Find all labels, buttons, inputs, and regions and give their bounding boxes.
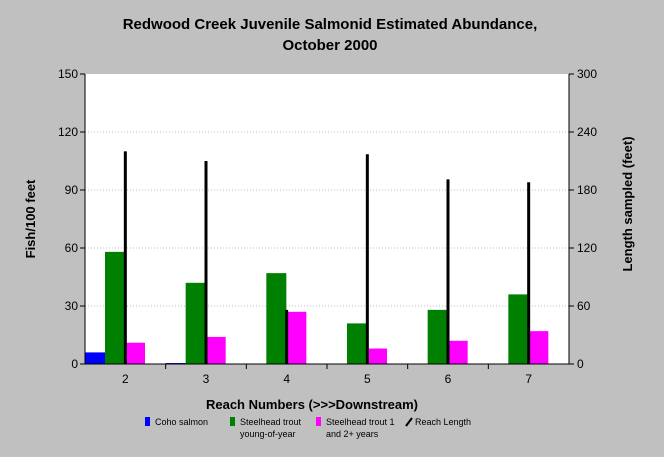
y-axis-title: Fish/100 feet bbox=[23, 179, 38, 258]
y2-tick-label: 60 bbox=[577, 299, 591, 313]
steelhead-1plus-bar bbox=[125, 342, 145, 364]
x-tick-label: 2 bbox=[122, 372, 129, 386]
chart-subtitle: October 2000 bbox=[282, 37, 377, 54]
y-tick-label: 0 bbox=[71, 357, 78, 371]
y2-tick-label: 120 bbox=[577, 241, 597, 255]
reach-length-bar bbox=[204, 161, 208, 364]
steelhead-yoy-bar bbox=[105, 251, 125, 364]
legend-swatch bbox=[230, 417, 235, 426]
legend-label: and 2+ years bbox=[326, 429, 379, 439]
x-tick-label: 3 bbox=[203, 372, 210, 386]
y-tick-label: 60 bbox=[65, 241, 79, 255]
y2-axis-title: Length sampled (feet) bbox=[620, 136, 635, 271]
legend-label: Reach Length bbox=[415, 417, 471, 427]
x-tick-label: 4 bbox=[283, 372, 290, 386]
reach-length-bar bbox=[446, 179, 450, 364]
steelhead-yoy-bar bbox=[427, 309, 448, 364]
left-axis-ticks: 0 30 60 90 120 150 bbox=[58, 67, 85, 371]
legend-swatch bbox=[316, 417, 321, 426]
y-tick-label: 120 bbox=[58, 125, 78, 139]
bars bbox=[85, 151, 549, 364]
legend-swatch bbox=[145, 417, 150, 426]
steelhead-1plus-bar bbox=[205, 336, 226, 364]
steelhead-1plus-bar bbox=[447, 340, 468, 364]
x-tick-label: 5 bbox=[364, 372, 371, 386]
coho-bar bbox=[85, 352, 105, 364]
legend-label: young-of-year bbox=[240, 429, 296, 439]
legend-label: Steelhead trout bbox=[240, 417, 302, 427]
legend: Coho salmon Steelhead trout young-of-year S… bbox=[145, 417, 471, 439]
y2-tick-label: 300 bbox=[577, 67, 597, 81]
steelhead-yoy-bar bbox=[185, 282, 206, 364]
steelhead-yoy-bar bbox=[266, 273, 287, 364]
y-tick-label: 90 bbox=[65, 183, 79, 197]
reach-length-bar bbox=[123, 151, 127, 364]
reach-length-bar bbox=[365, 154, 369, 364]
steelhead-1plus-bar bbox=[367, 348, 387, 364]
y-tick-label: 30 bbox=[65, 299, 79, 313]
x-tick-label: 7 bbox=[525, 372, 532, 386]
steelhead-yoy-bar bbox=[347, 323, 367, 364]
steelhead-yoy-bar bbox=[508, 294, 529, 364]
x-axis-ticks: 2 3 4 5 6 7 bbox=[122, 364, 532, 386]
x-axis-title: Reach Numbers (>>>Downstream) bbox=[206, 397, 418, 412]
legend-label: Coho salmon bbox=[155, 417, 208, 427]
steelhead-1plus-bar bbox=[286, 311, 307, 364]
y2-tick-label: 240 bbox=[577, 125, 597, 139]
legend-swatch-reach-length bbox=[405, 417, 413, 427]
reach-length-bar bbox=[285, 309, 289, 364]
plot-area bbox=[85, 74, 569, 364]
y-tick-label: 150 bbox=[58, 67, 78, 81]
right-axis-ticks: 0 60 120 180 240 300 bbox=[569, 67, 597, 371]
y2-tick-label: 180 bbox=[577, 183, 597, 197]
reach-length-bar bbox=[527, 182, 531, 364]
chart-title: Redwood Creek Juvenile Salmonid Estimate… bbox=[123, 16, 538, 33]
x-tick-label: 6 bbox=[445, 372, 452, 386]
steelhead-1plus-bar bbox=[528, 331, 549, 364]
legend-label: Steelhead trout 1 bbox=[326, 417, 395, 427]
y2-tick-label: 0 bbox=[577, 357, 584, 371]
